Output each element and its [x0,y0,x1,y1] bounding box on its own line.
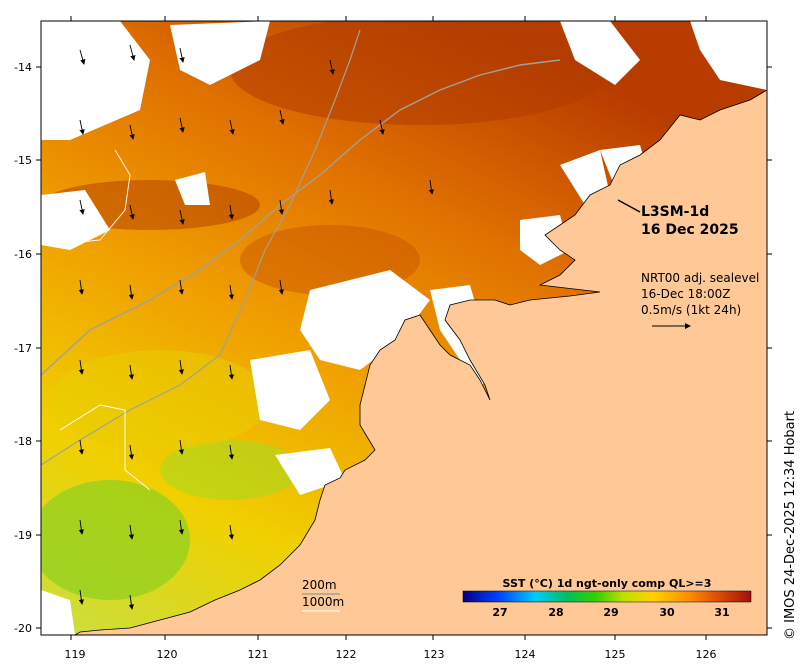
isobath-1000m [41,29,361,466]
lon-tick-label: 120 [157,648,178,661]
lat-tick-label: -20 [14,622,32,635]
lon-tick-label: 122 [336,648,357,661]
wind-vectors [78,44,435,610]
plot-frame [40,20,768,636]
product-date: 16 Dec 2025 [641,222,739,238]
colorbar-tick: 30 [659,606,675,619]
lon-tick-label: 124 [515,648,536,661]
lat-tick-label: -18 [14,435,32,448]
colorbar-tick: 28 [548,606,563,619]
lon-tick-label: 123 [424,648,445,661]
lat-tick-label: -15 [14,154,32,167]
lon-axis: 119 120 121 122 123 124 125 126 [65,16,717,661]
colorbar-tick: 31 [714,606,729,619]
lat-tick-label: -19 [14,529,32,542]
lat-axis: -14 -15 -16 -17 -18 -19 -20 [14,61,772,635]
cool-patch [41,480,190,600]
credit-label: © IMOS 24-Dec-2025 12:34 Hobart [783,410,798,640]
cool-patch [160,440,300,500]
product-name: L3SM-1d [641,204,709,220]
isobath-label-200m: 200m [302,578,337,592]
lat-tick-label: -17 [14,342,32,355]
lon-tick-label: 125 [605,648,626,661]
lat-tick-label: -14 [14,61,32,74]
wind-scale: 0.5m/s (1kt 24h) [641,303,741,317]
wind-source: NRT00 adj. sealevel [641,271,759,285]
isobath-label-1000m: 1000m [302,595,344,609]
lat-tick-label: -16 [14,248,32,261]
colorbar-tick: 27 [492,606,507,619]
wind-time: 16-Dec 18:00Z [641,287,730,301]
land-mass [74,89,767,635]
colorbar-gradient [462,590,752,603]
lon-tick-label: 126 [696,648,717,661]
isobath-200m [41,59,561,376]
lon-tick-label: 121 [248,648,269,661]
cool-patch [50,350,270,450]
isobath-1000m [54,149,151,491]
lon-tick-label: 119 [65,648,86,661]
sst-colorbar: SST (°C) 1d ngt-only comp QL>=3 27 28 29… [462,577,752,619]
colorbar-title: SST (°C) 1d ngt-only comp QL>=3 [503,577,712,590]
warm-patch [230,21,610,125]
colorbar-tick: 29 [603,606,618,619]
product-pointer-line [617,199,641,213]
